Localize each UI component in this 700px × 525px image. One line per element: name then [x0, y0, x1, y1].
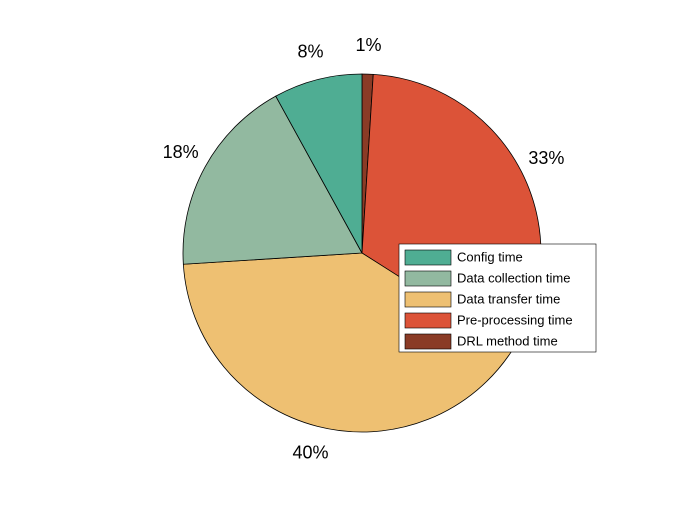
pie-label-data-collection-time: 18%: [163, 142, 199, 162]
legend-label-data-collection-time: Data collection time: [457, 270, 570, 285]
pie-label-drl-method-time: 1%: [355, 35, 381, 55]
pie-slices: [182, 73, 542, 433]
pie-label-data-transfer-time: 40%: [292, 442, 328, 462]
legend-swatch-drl-method-time: [404, 333, 452, 350]
pie-label-config-time: 8%: [297, 41, 323, 61]
legend: Config time Data collection time Data tran…: [398, 243, 597, 353]
pie-labels: 1% 33% 40% 18% 8%: [163, 35, 565, 462]
pie-slice-data-collection-time: [182, 95, 363, 265]
legend-label-config-time: Config time: [457, 249, 523, 264]
legend-swatch-data-transfer-time: [404, 291, 452, 308]
legend-label-pre-processing-time: Pre-processing time: [457, 312, 573, 327]
legend-label-drl-method-time: DRL method time: [457, 333, 558, 348]
legend-swatch-config-time: [404, 249, 452, 266]
legend-swatch-pre-processing-time: [404, 312, 452, 329]
pie-label-pre-processing-time: 33%: [528, 148, 564, 168]
pie-slice-config-time: [275, 73, 363, 254]
legend-swatch-data-collection-time: [404, 270, 452, 287]
legend-label-data-transfer-time: Data transfer time: [457, 291, 560, 306]
